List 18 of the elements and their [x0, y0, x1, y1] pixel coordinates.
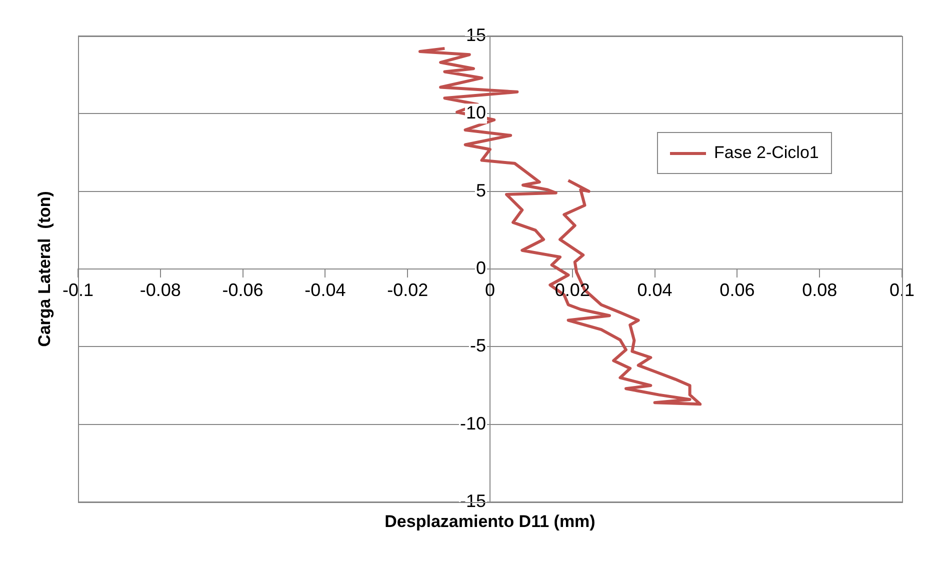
y-tick-label: 15: [466, 24, 486, 45]
x-axis-title: Desplazamiento D11 (mm): [384, 512, 596, 532]
y-axis-title: Carga Lateral (ton): [35, 191, 55, 347]
x-tick-label: -0.06: [222, 280, 264, 300]
x-tick-label: -0.08: [140, 280, 181, 300]
x-tick-label: -0.02: [387, 280, 428, 300]
y-tick-label: -10: [460, 413, 486, 434]
y-tick-label: 0: [476, 258, 486, 278]
x-tick-label: 0.06: [720, 280, 755, 300]
x-tick-label: 0.08: [802, 280, 838, 300]
y-tick-label: 10: [466, 102, 486, 123]
x-tick-label: 0.04: [637, 280, 672, 300]
y-tick-label: 5: [476, 180, 486, 200]
x-tick-label: 0.1: [889, 280, 915, 300]
legend-label: Fase 2-Ciclo1: [714, 143, 819, 163]
x-tick-label: -0.04: [304, 280, 346, 300]
x-tick-label: -0.1: [62, 280, 94, 300]
y-tick-label: -5: [470, 336, 486, 356]
